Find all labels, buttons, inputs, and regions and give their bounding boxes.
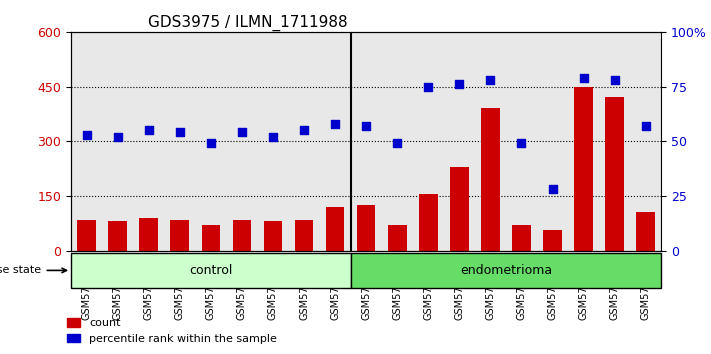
Point: [454, 81, 465, 87]
Bar: [543, 230, 562, 251]
FancyBboxPatch shape: [351, 252, 661, 288]
Bar: [264, 221, 282, 251]
Bar: [512, 225, 531, 251]
Point: [143, 127, 154, 133]
Bar: [388, 225, 407, 251]
Point: [640, 123, 651, 129]
Bar: [139, 218, 158, 251]
Text: control: control: [189, 264, 232, 277]
Point: [329, 121, 341, 126]
Bar: [232, 219, 251, 251]
Point: [485, 77, 496, 83]
Bar: [574, 86, 593, 251]
Point: [360, 123, 372, 129]
Point: [205, 141, 217, 146]
FancyBboxPatch shape: [71, 252, 351, 288]
Bar: [450, 167, 469, 251]
Point: [578, 75, 589, 81]
Text: disease state: disease state: [0, 266, 66, 275]
Bar: [605, 97, 624, 251]
Bar: [77, 219, 96, 251]
Point: [112, 134, 124, 139]
Point: [547, 187, 558, 192]
Point: [609, 77, 620, 83]
Point: [236, 130, 247, 135]
Bar: [357, 205, 375, 251]
Bar: [171, 219, 189, 251]
Bar: [201, 225, 220, 251]
Text: endometrioma: endometrioma: [460, 264, 552, 277]
Point: [422, 84, 434, 89]
Bar: [326, 207, 344, 251]
Point: [174, 130, 186, 135]
Point: [392, 141, 403, 146]
Bar: [295, 219, 314, 251]
Bar: [481, 108, 500, 251]
Bar: [636, 212, 655, 251]
Bar: [419, 194, 437, 251]
Point: [299, 127, 310, 133]
Text: GDS3975 / ILMN_1711988: GDS3975 / ILMN_1711988: [148, 14, 348, 30]
Point: [267, 134, 279, 139]
Bar: [108, 221, 127, 251]
Point: [515, 141, 527, 146]
Legend: count, percentile rank within the sample: count, percentile rank within the sample: [63, 314, 282, 348]
Point: [81, 132, 92, 137]
